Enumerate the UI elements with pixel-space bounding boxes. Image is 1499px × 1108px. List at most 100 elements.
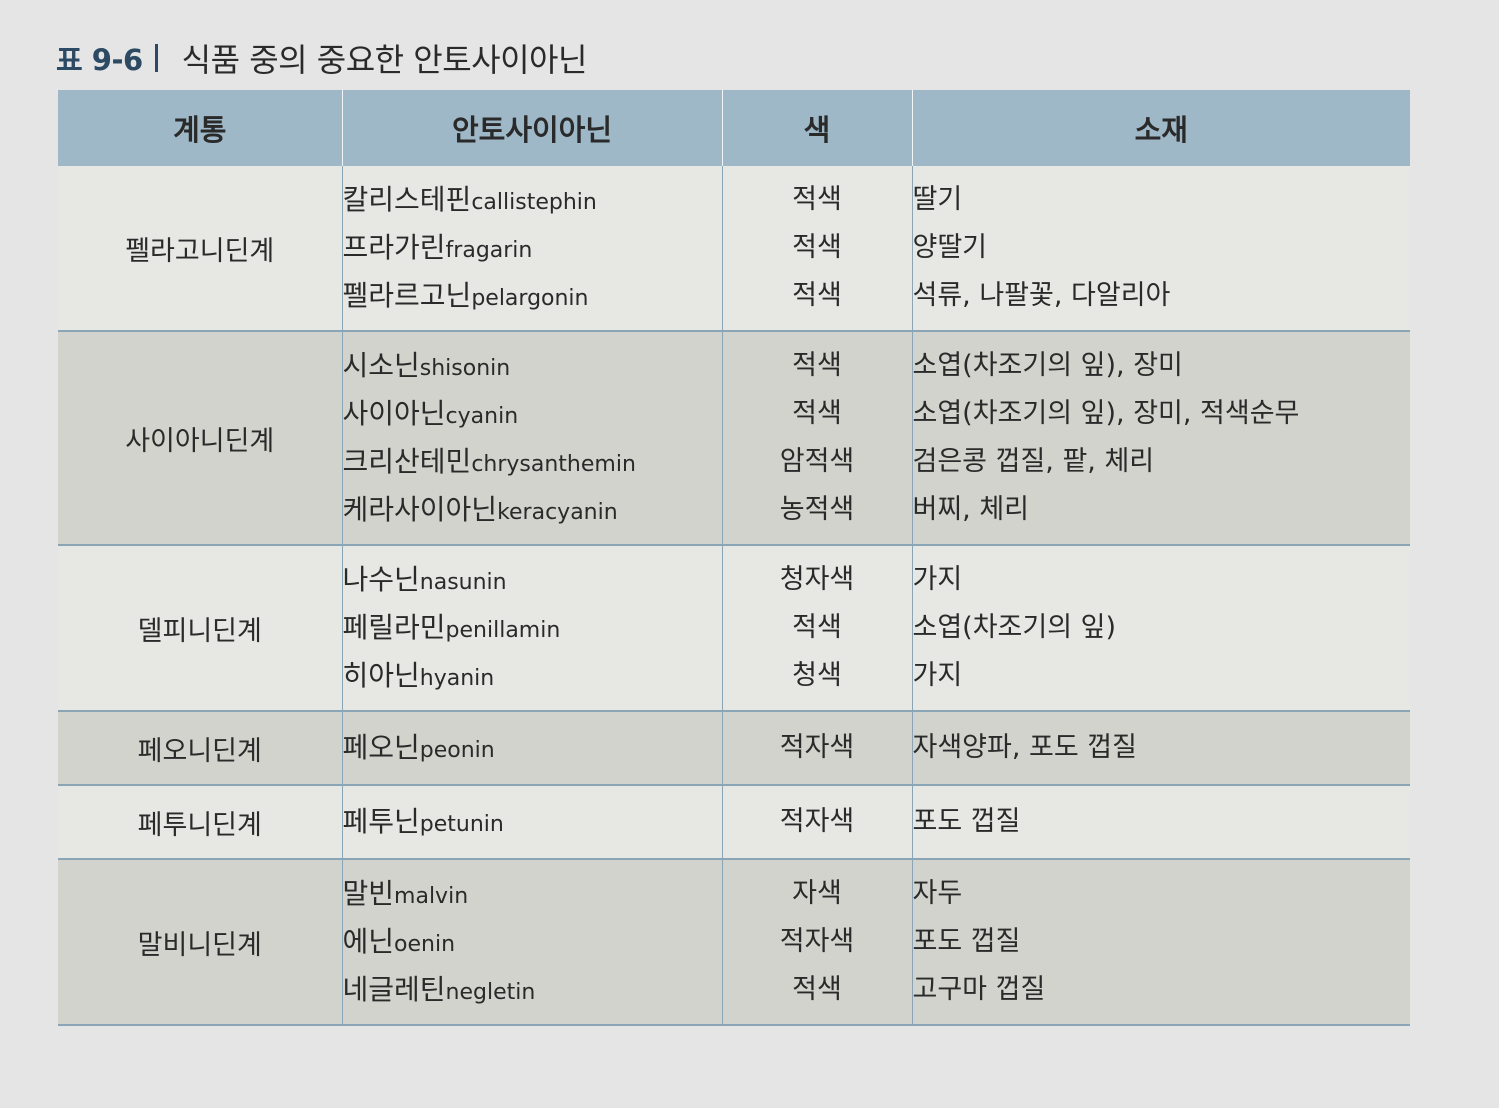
anthocyanin-table: 계통 안토사이아닌 색 소재 펠라고니딘계 칼리스테핀callistephin 프라… <box>58 90 1410 1026</box>
anthocyanin-entry: 에닌oenin <box>343 918 722 966</box>
color-value: 청색 <box>792 660 842 691</box>
color-value: 청자색 <box>779 564 855 595</box>
family-name: 사이아니딘계 <box>125 425 275 457</box>
anthocyanin-name-english: petunin <box>419 812 504 837</box>
table-row: 페오니딘계 페오닌peonin 적자색 자색양파, 포도 껍질 <box>58 711 1410 785</box>
table-number: 표 9-6 <box>56 43 143 77</box>
anthocyanin-cell: 페투닌petunin <box>341 785 722 859</box>
source-cell: 딸기 양딸기 석류, 나팔꽃, 다알리아 <box>911 166 1410 331</box>
source-value: 가지 <box>912 660 963 691</box>
source-cell: 가지 소엽(차조기의 잎) 가지 <box>911 545 1410 711</box>
source-value: 소엽(차조기의 잎) <box>912 612 1117 643</box>
color-value: 적색 <box>792 398 842 429</box>
table-row: 페투니딘계 페투닌petunin 적자색 포도 껍질 <box>58 785 1410 859</box>
table-caption: 표 9-6 식품 중의 중요한 안토사이아닌 <box>56 30 587 86</box>
color-value: 암적색 <box>779 446 855 477</box>
anthocyanin-entry: 케라사이아닌keracyanin <box>343 486 722 534</box>
header-anthocyanin: 안토사이아닌 <box>341 90 722 166</box>
anthocyanin-entry: 프라가린fragarin <box>343 224 722 272</box>
anthocyanin-entry: 히아닌hyanin <box>343 652 722 700</box>
table-body: 펠라고니딘계 칼리스테핀callistephin 프라가린fragarin 펠라르고닌… <box>58 166 1410 1025</box>
anthocyanin-name-english: cyanin <box>445 404 519 429</box>
header-source: 소재 <box>911 90 1410 166</box>
family-cell: 델피니딘계 <box>58 545 342 711</box>
anthocyanin-cell: 칼리스테핀callistephin 프라가린fragarin 펠라르고닌pelarg… <box>341 166 722 331</box>
table-header-row: 계통 안토사이아닌 색 소재 <box>58 90 1410 166</box>
table-row: 델피니딘계 나수닌nasunin 페릴라민penillamin 히아닌hyanin 청자… <box>58 545 1410 711</box>
table-row: 펠라고니딘계 칼리스테핀callistephin 프라가린fragarin 펠라르고닌… <box>58 166 1410 331</box>
source-value: 자두 <box>912 878 963 909</box>
anthocyanin-cell: 시소닌shisonin 사이아닌cyanin 크리산테민chrysanthemin 케… <box>341 331 722 545</box>
anthocyanin-name-english: malvin <box>394 884 469 909</box>
family-cell: 펠라고니딘계 <box>58 166 342 331</box>
source-value: 석류, 나팔꽃, 다알리아 <box>912 280 1171 311</box>
anthocyanin-entry: 네글레틴negletin <box>343 966 722 1014</box>
anthocyanin-name-english: fragarin <box>445 238 533 263</box>
family-cell: 말비니딘계 <box>58 859 342 1025</box>
color-value: 적색 <box>792 612 842 643</box>
color-cell: 자색 적자색 적색 <box>721 859 912 1025</box>
header-color: 색 <box>721 90 912 166</box>
source-cell: 자색양파, 포도 껍질 <box>911 711 1410 785</box>
color-value: 적색 <box>792 184 842 215</box>
color-value: 적색 <box>792 232 842 263</box>
table-title: 식품 중의 중요한 안토사이아닌 <box>181 41 588 79</box>
table-row: 말비니딘계 말빈malvin 에닌oenin 네글레틴negletin 자색 적자색 적색 자… <box>58 859 1410 1025</box>
anthocyanin-name-korean: 시소닌 <box>342 349 420 382</box>
anthocyanin-name-english: callistephin <box>471 190 597 215</box>
source-value: 소엽(차조기의 잎), 장미, 적색순무 <box>912 398 1300 429</box>
anthocyanin-entry: 말빈malvin <box>343 870 722 918</box>
family-cell: 페투니딘계 <box>58 785 342 859</box>
color-cell: 적색 적색 암적색 농적색 <box>721 331 912 545</box>
anthocyanin-name-korean: 펠라르고닌 <box>342 279 472 312</box>
color-value: 적색 <box>792 350 842 381</box>
anthocyanin-entry: 페오닌peonin <box>343 724 722 772</box>
anthocyanin-name-english: shisonin <box>419 356 511 381</box>
source-value: 딸기 <box>912 184 963 215</box>
color-cell: 적자색 <box>721 785 912 859</box>
color-value: 적자색 <box>779 732 855 763</box>
anthocyanin-name-korean: 히아닌 <box>342 659 420 692</box>
anthocyanin-name-korean: 케라사이아닌 <box>342 493 498 526</box>
source-value: 고구마 껍질 <box>912 974 1046 1005</box>
anthocyanin-name-english: peonin <box>419 738 495 763</box>
source-value: 버찌, 체리 <box>912 494 1030 525</box>
anthocyanin-entry: 페투닌petunin <box>343 798 722 846</box>
source-value: 포도 껍질 <box>912 926 1021 957</box>
color-value: 자색 <box>792 878 842 909</box>
caption-divider <box>154 44 158 72</box>
anthocyanin-name-korean: 나수닌 <box>342 563 420 596</box>
color-value: 적색 <box>792 280 842 311</box>
source-value: 검은콩 껍질, 팥, 체리 <box>912 446 1155 477</box>
source-value: 소엽(차조기의 잎), 장미 <box>912 350 1183 381</box>
family-cell: 사이아니딘계 <box>58 331 342 545</box>
anthocyanin-entry: 크리산테민chrysanthemin <box>343 438 722 486</box>
family-name: 페투니딘계 <box>137 809 262 841</box>
anthocyanin-name-korean: 말빈 <box>342 877 395 910</box>
color-value: 적자색 <box>779 806 855 837</box>
anthocyanin-name-english: keracyanin <box>497 500 618 525</box>
anthocyanin-name-english: negletin <box>445 980 536 1005</box>
anthocyanin-entry: 칼리스테핀callistephin <box>343 176 722 224</box>
anthocyanin-name-korean: 사이아닌 <box>342 397 446 430</box>
anthocyanin-entry: 시소닌shisonin <box>343 342 722 390</box>
anthocyanin-name-korean: 네글레틴 <box>342 973 446 1006</box>
anthocyanin-name-korean: 페투닌 <box>342 805 420 838</box>
source-value: 포도 껍질 <box>912 806 1021 837</box>
header-family: 계통 <box>58 90 342 166</box>
anthocyanin-name-english: pelargonin <box>471 286 589 311</box>
source-value: 가지 <box>912 564 963 595</box>
color-value: 적자색 <box>779 926 855 957</box>
source-value: 자색양파, 포도 껍질 <box>912 732 1137 763</box>
family-name: 말비니딘계 <box>137 929 262 961</box>
anthocyanin-name-english: hyanin <box>419 666 495 691</box>
anthocyanin-cell: 말빈malvin 에닌oenin 네글레틴negletin <box>341 859 722 1025</box>
anthocyanin-entry: 나수닌nasunin <box>343 556 722 604</box>
anthocyanin-name-korean: 프라가린 <box>342 231 446 264</box>
anthocyanin-name-korean: 페오닌 <box>342 731 420 764</box>
anthocyanin-name-korean: 칼리스테핀 <box>342 183 472 216</box>
family-cell: 페오니딘계 <box>58 711 342 785</box>
family-name: 페오니딘계 <box>137 735 262 767</box>
